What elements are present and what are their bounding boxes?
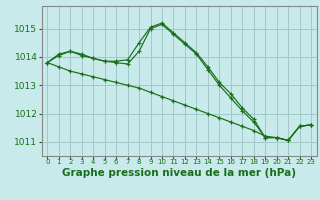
X-axis label: Graphe pression niveau de la mer (hPa): Graphe pression niveau de la mer (hPa) — [62, 168, 296, 178]
